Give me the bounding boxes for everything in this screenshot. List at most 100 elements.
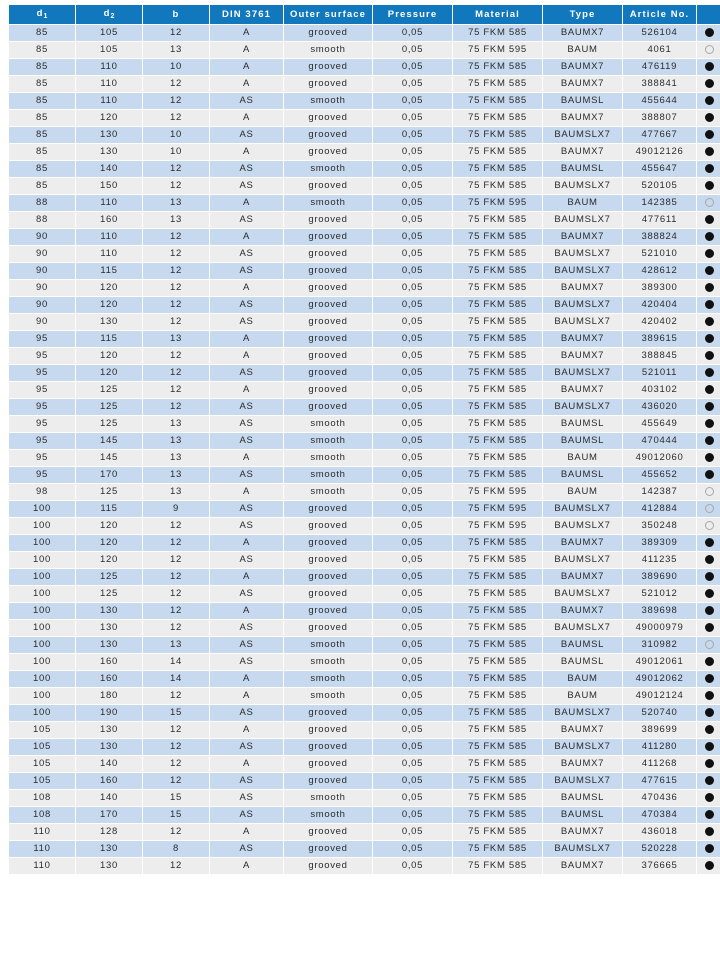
- status-cell[interactable]: [697, 433, 720, 449]
- status-cell[interactable]: [697, 195, 720, 211]
- status-cell[interactable]: [697, 705, 720, 721]
- table-row[interactable]: 100 130 13 AS smooth 0,05 75 FKM 585 BAUMSL 3109…: [9, 637, 720, 653]
- status-cell[interactable]: [697, 824, 720, 840]
- status-cell[interactable]: [697, 314, 720, 330]
- table-row[interactable]: 95 145 13 AS smooth 0,05 75 FKM 585 BAUMSL 47044…: [9, 433, 720, 449]
- header-col-outer-surface[interactable]: Outer surface: [284, 5, 372, 24]
- status-cell[interactable]: [697, 246, 720, 262]
- status-cell[interactable]: [697, 620, 720, 636]
- table-row[interactable]: 85 140 12 AS smooth 0,05 75 FKM 585 BAUMSL 45564…: [9, 161, 720, 177]
- status-cell[interactable]: [697, 212, 720, 228]
- table-row[interactable]: 95 120 12 AS grooved 0,05 75 FKM 585 BAUMSLX7 52…: [9, 365, 720, 381]
- status-cell[interactable]: [697, 331, 720, 347]
- table-row[interactable]: 105 160 12 AS grooved 0,05 75 FKM 585 BAUMSLX7 4…: [9, 773, 720, 789]
- status-cell[interactable]: [697, 399, 720, 415]
- status-cell[interactable]: [697, 280, 720, 296]
- table-row[interactable]: 95 125 13 AS smooth 0,05 75 FKM 585 BAUMSL 45564…: [9, 416, 720, 432]
- status-cell[interactable]: [697, 637, 720, 653]
- table-row[interactable]: 95 125 12 AS grooved 0,05 75 FKM 585 BAUMSLX7 43…: [9, 399, 720, 415]
- status-cell[interactable]: [697, 586, 720, 602]
- header-col-d1[interactable]: d1: [9, 5, 75, 24]
- table-row[interactable]: 110 130 8 AS grooved 0,05 75 FKM 585 BAUMSLX7 52…: [9, 841, 720, 857]
- status-cell[interactable]: [697, 756, 720, 772]
- header-col-b[interactable]: b: [143, 5, 209, 24]
- status-cell[interactable]: [697, 59, 720, 75]
- status-cell[interactable]: [697, 348, 720, 364]
- status-cell[interactable]: [697, 535, 720, 551]
- status-cell[interactable]: [697, 25, 720, 41]
- status-cell[interactable]: [697, 161, 720, 177]
- header-col-status[interactable]: [697, 5, 720, 24]
- table-row[interactable]: 100 125 12 AS grooved 0,05 75 FKM 585 BAUMSLX7 5…: [9, 586, 720, 602]
- status-cell[interactable]: [697, 671, 720, 687]
- table-row[interactable]: 95 170 13 AS smooth 0,05 75 FKM 585 BAUMSL 45565…: [9, 467, 720, 483]
- status-cell[interactable]: [697, 518, 720, 534]
- table-row[interactable]: 105 130 12 AS grooved 0,05 75 FKM 585 BAUMSLX7 4…: [9, 739, 720, 755]
- status-cell[interactable]: [697, 773, 720, 789]
- status-cell[interactable]: [697, 229, 720, 245]
- table-row[interactable]: 100 160 14 AS smooth 0,05 75 FKM 585 BAUMSL 4901…: [9, 654, 720, 670]
- table-row[interactable]: 100 190 15 AS grooved 0,05 75 FKM 585 BAUMSLX7 5…: [9, 705, 720, 721]
- status-cell[interactable]: [697, 841, 720, 857]
- table-row[interactable]: 85 130 10 AS grooved 0,05 75 FKM 585 BAUMSLX7 47…: [9, 127, 720, 143]
- status-cell[interactable]: [697, 739, 720, 755]
- status-cell[interactable]: [697, 93, 720, 109]
- table-row[interactable]: 90 120 12 AS grooved 0,05 75 FKM 585 BAUMSLX7 42…: [9, 297, 720, 313]
- header-col-pressure[interactable]: Pressure: [373, 5, 452, 24]
- table-row[interactable]: 90 110 12 AS grooved 0,05 75 FKM 585 BAUMSLX7 52…: [9, 246, 720, 262]
- header-col-type[interactable]: Type: [543, 5, 622, 24]
- status-cell[interactable]: [697, 552, 720, 568]
- status-cell[interactable]: [697, 365, 720, 381]
- status-cell[interactable]: [697, 76, 720, 92]
- status-cell[interactable]: [697, 688, 720, 704]
- status-cell[interactable]: [697, 42, 720, 58]
- status-cell[interactable]: [697, 416, 720, 432]
- status-cell[interactable]: [697, 654, 720, 670]
- status-cell[interactable]: [697, 382, 720, 398]
- header-col-article-no[interactable]: Article No.: [623, 5, 696, 24]
- status-cell[interactable]: [697, 127, 720, 143]
- table-row[interactable]: 100 115 9 AS grooved 0,05 75 FKM 595 BAUMSLX7 41…: [9, 501, 720, 517]
- status-cell[interactable]: [697, 110, 720, 126]
- table-row[interactable]: 100 120 12 AS grooved 0,05 75 FKM 585 BAUMSLX7 4…: [9, 552, 720, 568]
- status-cell[interactable]: [697, 450, 720, 466]
- header-col-d2[interactable]: d2: [76, 5, 142, 24]
- status-cell[interactable]: [697, 178, 720, 194]
- status-cell[interactable]: [697, 484, 720, 500]
- status-cell[interactable]: [697, 297, 720, 313]
- status-cell[interactable]: [697, 858, 720, 874]
- status-cell[interactable]: [697, 603, 720, 619]
- status-cell[interactable]: [697, 467, 720, 483]
- status-cell[interactable]: [697, 144, 720, 160]
- table-row[interactable]: 88 160 13 AS grooved 0,05 75 FKM 585 BAUMSLX7 47…: [9, 212, 720, 228]
- status-cell[interactable]: [697, 807, 720, 823]
- status-cell[interactable]: [697, 569, 720, 585]
- status-cell[interactable]: [697, 722, 720, 738]
- table-row[interactable]: 85 110 12 AS smooth 0,05 75 FKM 585 BAUMSL 45564…: [9, 93, 720, 109]
- table-row[interactable]: 108 140 15 AS smooth 0,05 75 FKM 585 BAUMSL 4704…: [9, 790, 720, 806]
- status-cell[interactable]: [697, 790, 720, 806]
- header-col-material[interactable]: Material: [453, 5, 542, 24]
- table-row[interactable]: 90 115 12 AS grooved 0,05 75 FKM 585 BAUMSLX7 42…: [9, 263, 720, 279]
- table-row[interactable]: 85 150 12 AS grooved 0,05 75 FKM 585 BAUMSLX7 52…: [9, 178, 720, 194]
